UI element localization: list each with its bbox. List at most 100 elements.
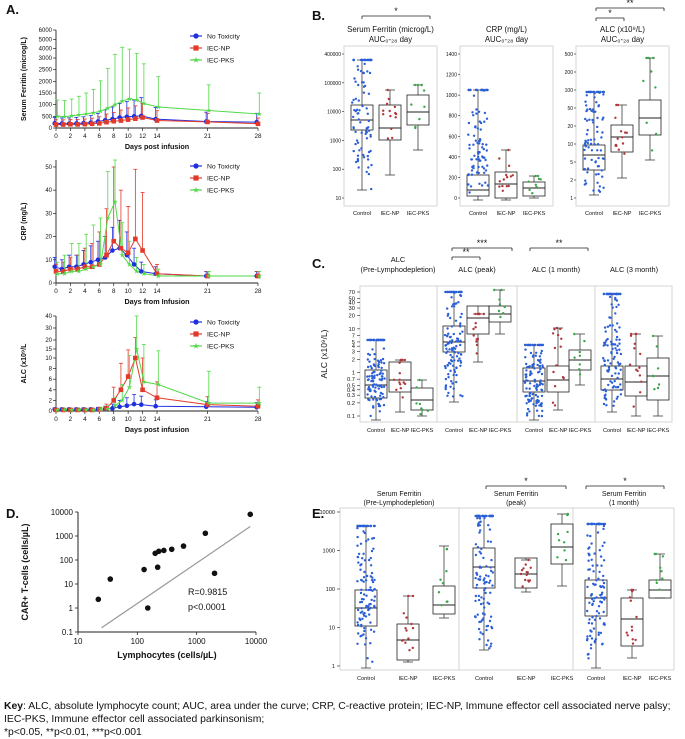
- series-point-pks: [54, 270, 61, 277]
- box-control-dot: [602, 402, 606, 406]
- y-tick-label: 1: [570, 196, 573, 202]
- y-axis-label: ALC (x10⁹/L: [21, 343, 28, 384]
- series-point-np: [111, 238, 117, 244]
- box-control-dot: [481, 632, 484, 636]
- legend-label-np: IEC-NP: [207, 332, 231, 339]
- box-control-dot: [488, 514, 492, 518]
- box-control-dot: [595, 101, 598, 104]
- box-control-dot: [454, 347, 457, 350]
- box-control-dot: [363, 570, 366, 574]
- box-control-dot: [472, 143, 475, 146]
- box-control-dot: [367, 129, 371, 132]
- box-control-dot: [382, 385, 386, 388]
- scatter-point: [144, 605, 151, 611]
- box-control-dot: [536, 395, 539, 398]
- box-iec-np-dot: [411, 594, 415, 598]
- box-iec-np-dot: [524, 578, 527, 582]
- box-control-dot: [590, 109, 593, 113]
- box-control-dot: [452, 332, 455, 336]
- box-iec-np-dot: [628, 596, 632, 599]
- box-control-dot: [369, 556, 372, 560]
- y-tick-label: 10000: [51, 508, 74, 517]
- box-iec-np-dot: [475, 352, 478, 355]
- box-control-dot: [528, 343, 531, 347]
- box-control-dot: [607, 383, 610, 387]
- x-tick-label: 6: [98, 416, 102, 423]
- box-control-dot: [362, 598, 365, 601]
- box-control-dot: [600, 136, 603, 139]
- series-point-none: [153, 403, 158, 409]
- box-control-dot: [539, 352, 543, 355]
- box-iec-pks-dot: [498, 303, 502, 306]
- box-control-dot: [491, 514, 494, 518]
- box-iec-np-dot: [638, 366, 641, 369]
- box-control-dot: [528, 399, 531, 402]
- box-control-dot: [586, 635, 589, 638]
- box-control-dot: [359, 564, 362, 567]
- series-point-pks: [119, 397, 126, 403]
- box-control-dot: [372, 405, 375, 408]
- box-control-dot: [526, 412, 529, 415]
- box-control-dot: [444, 344, 447, 347]
- box-control-dot: [593, 522, 596, 526]
- series-point-np: [68, 121, 73, 127]
- box-iec-np-dot: [511, 174, 514, 177]
- box-iec-np-dot: [398, 378, 401, 381]
- box-control-dot: [467, 88, 470, 92]
- box-control-dot: [591, 616, 594, 619]
- box-control-dot: [379, 394, 382, 397]
- box-control-dot: [591, 597, 594, 601]
- box-control-dot: [586, 585, 589, 589]
- panel-label-a: A.: [6, 2, 19, 17]
- box-iec-pks-dot: [410, 103, 413, 106]
- box-iec-pks-dot: [414, 125, 417, 129]
- box-control-dot: [467, 121, 471, 125]
- x-tick-label: 1000: [188, 637, 206, 646]
- box-control-dot: [370, 578, 374, 582]
- series-point-np: [125, 117, 131, 122]
- box-control-dot: [489, 540, 492, 543]
- box-control-dot: [478, 638, 481, 641]
- series-point-none: [138, 402, 144, 407]
- box-iec-np-dot: [616, 137, 619, 140]
- box-iec-pks-dot: [563, 549, 566, 552]
- legend-label-pks: IEC-PKS: [207, 188, 235, 195]
- box-control-dot: [369, 133, 372, 137]
- y-tick-label: 4: [352, 344, 356, 350]
- box-iec-np-dot: [400, 358, 403, 362]
- box-control-dot: [356, 580, 359, 583]
- box-iec-np-dot: [401, 639, 405, 642]
- box-control-dot: [602, 581, 606, 585]
- legend-marker-np: [193, 331, 199, 337]
- series-point-none: [95, 257, 101, 263]
- series-point-pks: [155, 104, 162, 110]
- box-iec-np-dot: [635, 368, 638, 371]
- box-control-dot: [590, 149, 594, 152]
- box-control-dot: [589, 643, 593, 646]
- box-control-dot: [528, 410, 531, 413]
- box-control-dot: [474, 594, 478, 598]
- series-point-pks: [105, 105, 111, 111]
- y-tick-label: 1500: [39, 91, 53, 97]
- y-tick-label: 4: [49, 388, 53, 394]
- box-control-dot: [363, 62, 366, 66]
- box-control-dot: [376, 373, 379, 377]
- box-iec-np-dot: [553, 404, 557, 407]
- series-point-np: [205, 119, 210, 125]
- box-control-dot: [367, 172, 371, 176]
- box-control-dot: [610, 381, 614, 384]
- box-iec-np-dot: [521, 585, 524, 588]
- box-control-dot: [617, 372, 620, 375]
- y-tick-label: 100: [565, 88, 574, 94]
- box-control-dot: [476, 514, 479, 518]
- box-control-dot: [363, 614, 366, 617]
- y-tick-label: 5: [352, 340, 355, 346]
- box-control-dot: [459, 364, 462, 367]
- group-label: IEC-PKS: [551, 676, 574, 682]
- x-tick-label: 8: [112, 133, 116, 140]
- series-point-np: [133, 116, 138, 121]
- box-control-dot: [363, 559, 367, 562]
- box-control-dot: [524, 356, 527, 359]
- box-iec-np-dot: [621, 136, 624, 139]
- box-control-dot: [459, 359, 462, 363]
